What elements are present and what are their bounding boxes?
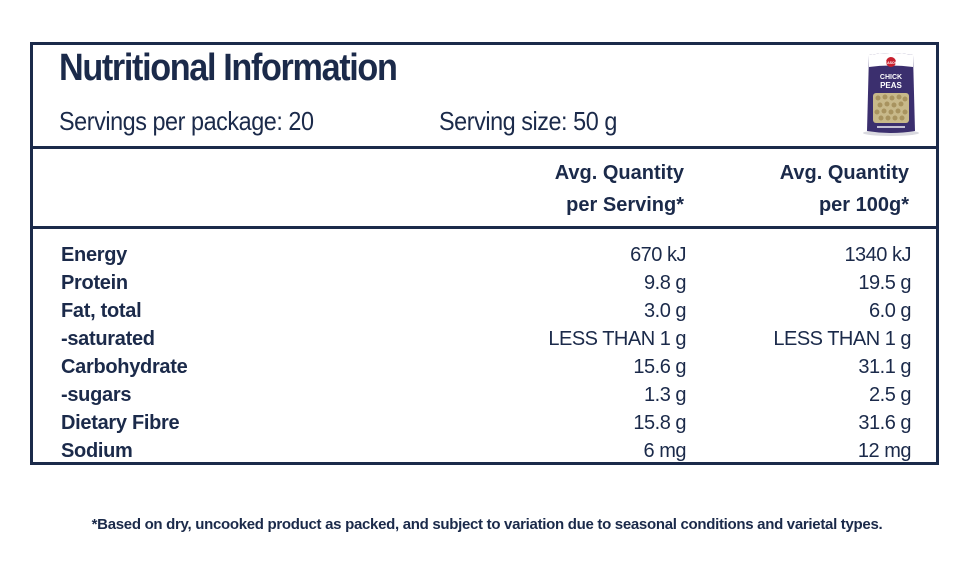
- per-100g-value: 31.1 g: [858, 356, 911, 378]
- divider-header: [33, 226, 936, 229]
- nutrient-name: -sugars: [61, 384, 132, 406]
- bag-label-line2: PEAS: [880, 81, 902, 90]
- nutrient-name: -saturated: [61, 328, 155, 350]
- column-header-per-serving-line2: per Serving*: [566, 194, 684, 216]
- table-row: Energy 670 kJ 1340 kJ: [33, 241, 936, 269]
- per-100g-value: 1340 kJ: [844, 244, 911, 266]
- per-100g-value: 12 mg: [857, 440, 912, 462]
- column-header-per-serving-line1: Avg. Quantity: [554, 162, 684, 184]
- divider-top: [33, 146, 936, 149]
- nutrient-name: Carbohydrate: [61, 356, 188, 378]
- column-header-per-100g-line2: per 100g*: [818, 194, 909, 216]
- table-row: Protein 9.8 g 19.5 g: [33, 269, 936, 297]
- per-100g-value: 2.5 g: [869, 384, 911, 406]
- table-row: Carbohydrate 15.6 g 31.1 g: [33, 353, 936, 381]
- serving-size: Serving size: 50 g: [439, 106, 617, 136]
- per-serving-value: 6 mg: [643, 440, 687, 462]
- table-row: Sodium 6 mg 12 mg: [33, 437, 936, 465]
- table-row: -saturated LESS THAN 1 g LESS THAN 1 g: [33, 325, 936, 353]
- footnote: *Based on dry, uncooked product as packe…: [91, 516, 883, 533]
- per-serving-value: 15.8 g: [633, 412, 686, 434]
- table-row: Fat, total 3.0 g 6.0 g: [33, 297, 936, 325]
- table-row: -sugars 1.3 g 2.5 g: [33, 381, 936, 409]
- servings-per-package: Servings per package: 20: [59, 106, 314, 136]
- per-serving-value: 1.3 g: [644, 384, 686, 406]
- nutrient-name: Fat, total: [61, 300, 142, 322]
- per-serving-value: 3.0 g: [644, 300, 686, 322]
- bag-brand-text: SEASONS: [882, 61, 900, 65]
- column-header-per-100g-line1: Avg. Quantity: [779, 162, 909, 184]
- per-serving-value: 9.8 g: [644, 272, 686, 294]
- chick-peas-bag-icon: SEASONS CHICK PEAS: [863, 53, 919, 136]
- column-header-per-serving: Avg. Quantity per Serving*: [555, 157, 684, 221]
- per-serving-value: 15.6 g: [633, 356, 686, 378]
- per-serving-value: LESS THAN 1 g: [548, 328, 686, 350]
- per-100g-value: 19.5 g: [858, 272, 911, 294]
- nutrition-panel: Nutritional Information Servings per pac…: [30, 42, 939, 465]
- column-header-per-100g: Avg. Quantity per 100g*: [780, 157, 909, 221]
- nutrient-name: Protein: [61, 272, 128, 294]
- nutrient-name: Dietary Fibre: [61, 412, 180, 434]
- bag-label-line1: CHICK: [880, 74, 902, 81]
- nutrient-name: Energy: [61, 244, 128, 266]
- table-row: Dietary Fibre 15.8 g 31.6 g: [33, 409, 936, 437]
- per-100g-value: 31.6 g: [858, 412, 911, 434]
- per-serving-value: 670 kJ: [630, 244, 686, 266]
- per-100g-value: LESS THAN 1 g: [773, 328, 911, 350]
- panel-title: Nutritional Information: [59, 47, 398, 89]
- nutrient-table: Energy 670 kJ 1340 kJ Protein 9.8 g 19.5…: [33, 241, 936, 465]
- nutrient-name: Sodium: [61, 440, 133, 462]
- per-100g-value: 6.0 g: [869, 300, 911, 322]
